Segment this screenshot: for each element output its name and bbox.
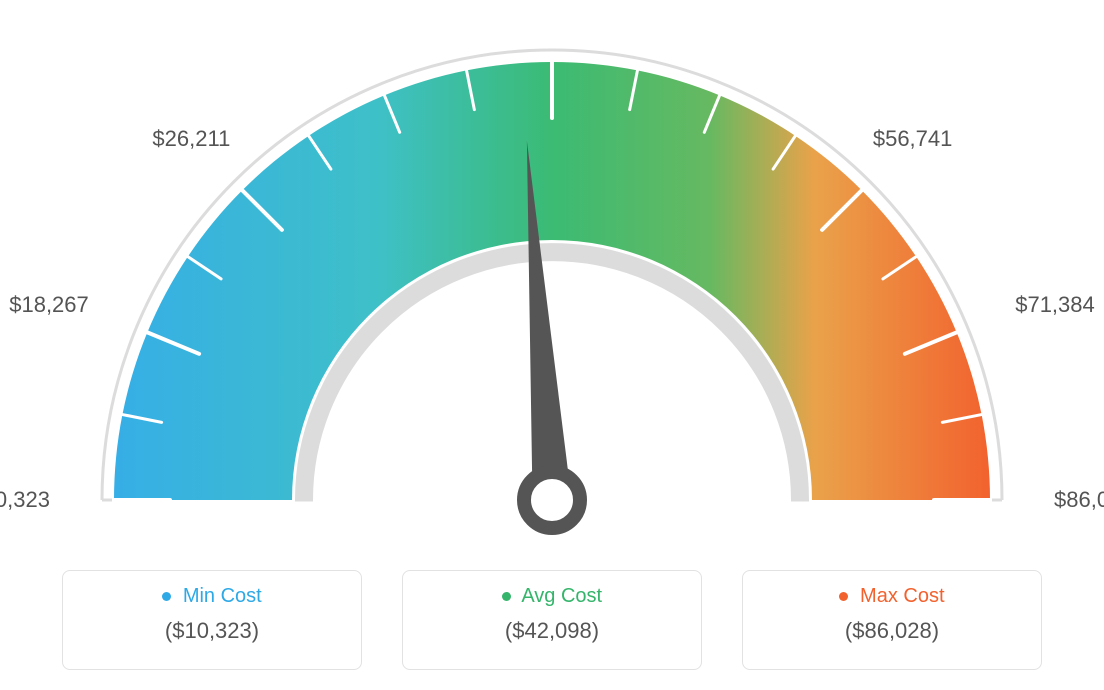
min-cost-title: Min Cost [63, 585, 361, 608]
gauge-tick-label: $86,028 [1054, 487, 1104, 513]
min-dot-icon [162, 592, 171, 601]
summary-cards: Min Cost ($10,323) Avg Cost ($42,098) Ma… [0, 570, 1104, 670]
gauge-tick-label: $10,323 [0, 487, 50, 513]
max-cost-value: ($86,028) [743, 618, 1041, 644]
max-cost-title: Max Cost [743, 585, 1041, 608]
min-cost-card: Min Cost ($10,323) [62, 570, 362, 670]
avg-cost-title: Avg Cost [403, 585, 701, 608]
avg-dot-icon [502, 592, 511, 601]
gauge-tick-label: $71,384 [1015, 292, 1095, 318]
gauge-tick-label: $56,741 [873, 126, 953, 152]
min-cost-value: ($10,323) [63, 618, 361, 644]
avg-cost-card: Avg Cost ($42,098) [402, 570, 702, 670]
avg-cost-label: Avg Cost [521, 585, 602, 607]
gauge-svg [0, 0, 1104, 560]
avg-cost-value: ($42,098) [403, 618, 701, 644]
max-cost-card: Max Cost ($86,028) [742, 570, 1042, 670]
max-dot-icon [839, 592, 848, 601]
gauge-tick-label: $26,211 [152, 126, 230, 152]
gauge-chart: $10,323$18,267$26,211$42,098$56,741$71,3… [0, 0, 1104, 560]
gauge-tick-label: $18,267 [9, 292, 89, 318]
min-cost-label: Min Cost [183, 585, 262, 607]
max-cost-label: Max Cost [860, 585, 944, 607]
